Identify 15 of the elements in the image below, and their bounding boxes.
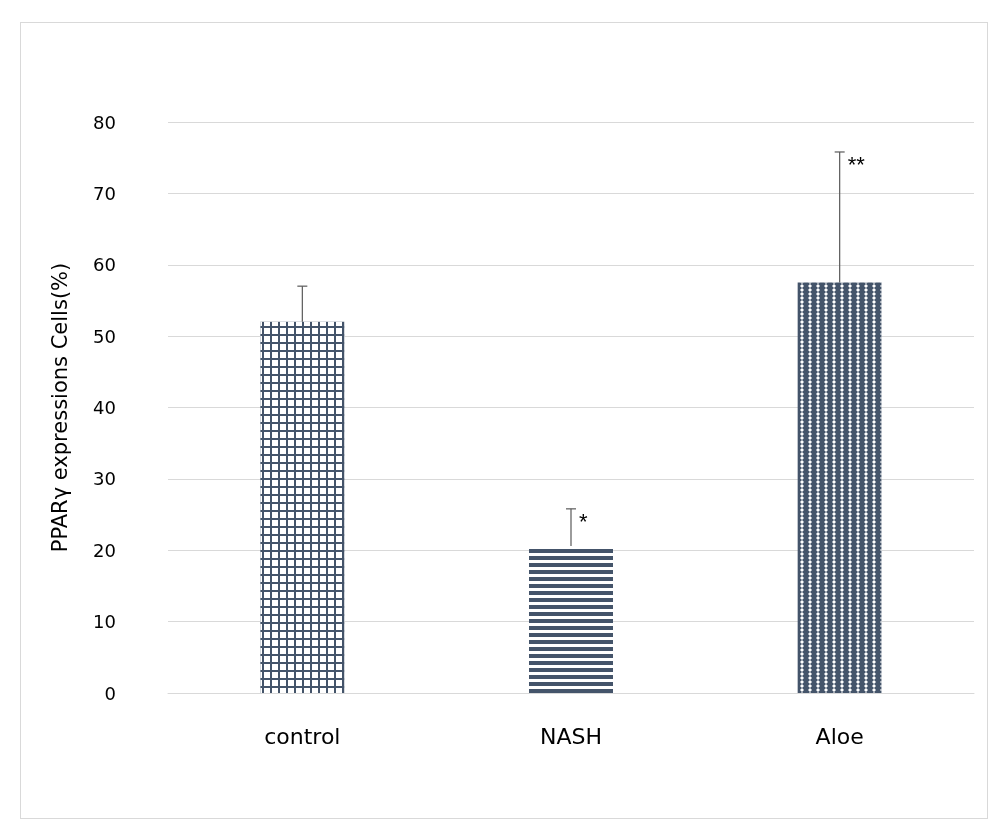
y-tick-label: 60: [93, 254, 116, 276]
y-tick-label: 20: [93, 539, 116, 561]
y-tick-label: 70: [93, 182, 116, 204]
y-tick-label: 10: [93, 611, 116, 633]
annotation: *: [579, 509, 588, 535]
annotation: **: [847, 152, 866, 178]
y-tick-label: 0: [104, 682, 116, 704]
x-tick-label: NASH: [539, 723, 603, 749]
y-tick-label: 80: [93, 111, 116, 133]
x-tick-label: Aloe: [815, 723, 864, 749]
y-tick-label: 50: [93, 325, 116, 347]
x-tick-label: control: [264, 723, 341, 749]
y-tick-label: 40: [93, 397, 116, 418]
y-axis-title: PPARγ expressions Cells(%): [47, 262, 72, 553]
y-tick-label: 30: [93, 468, 116, 490]
